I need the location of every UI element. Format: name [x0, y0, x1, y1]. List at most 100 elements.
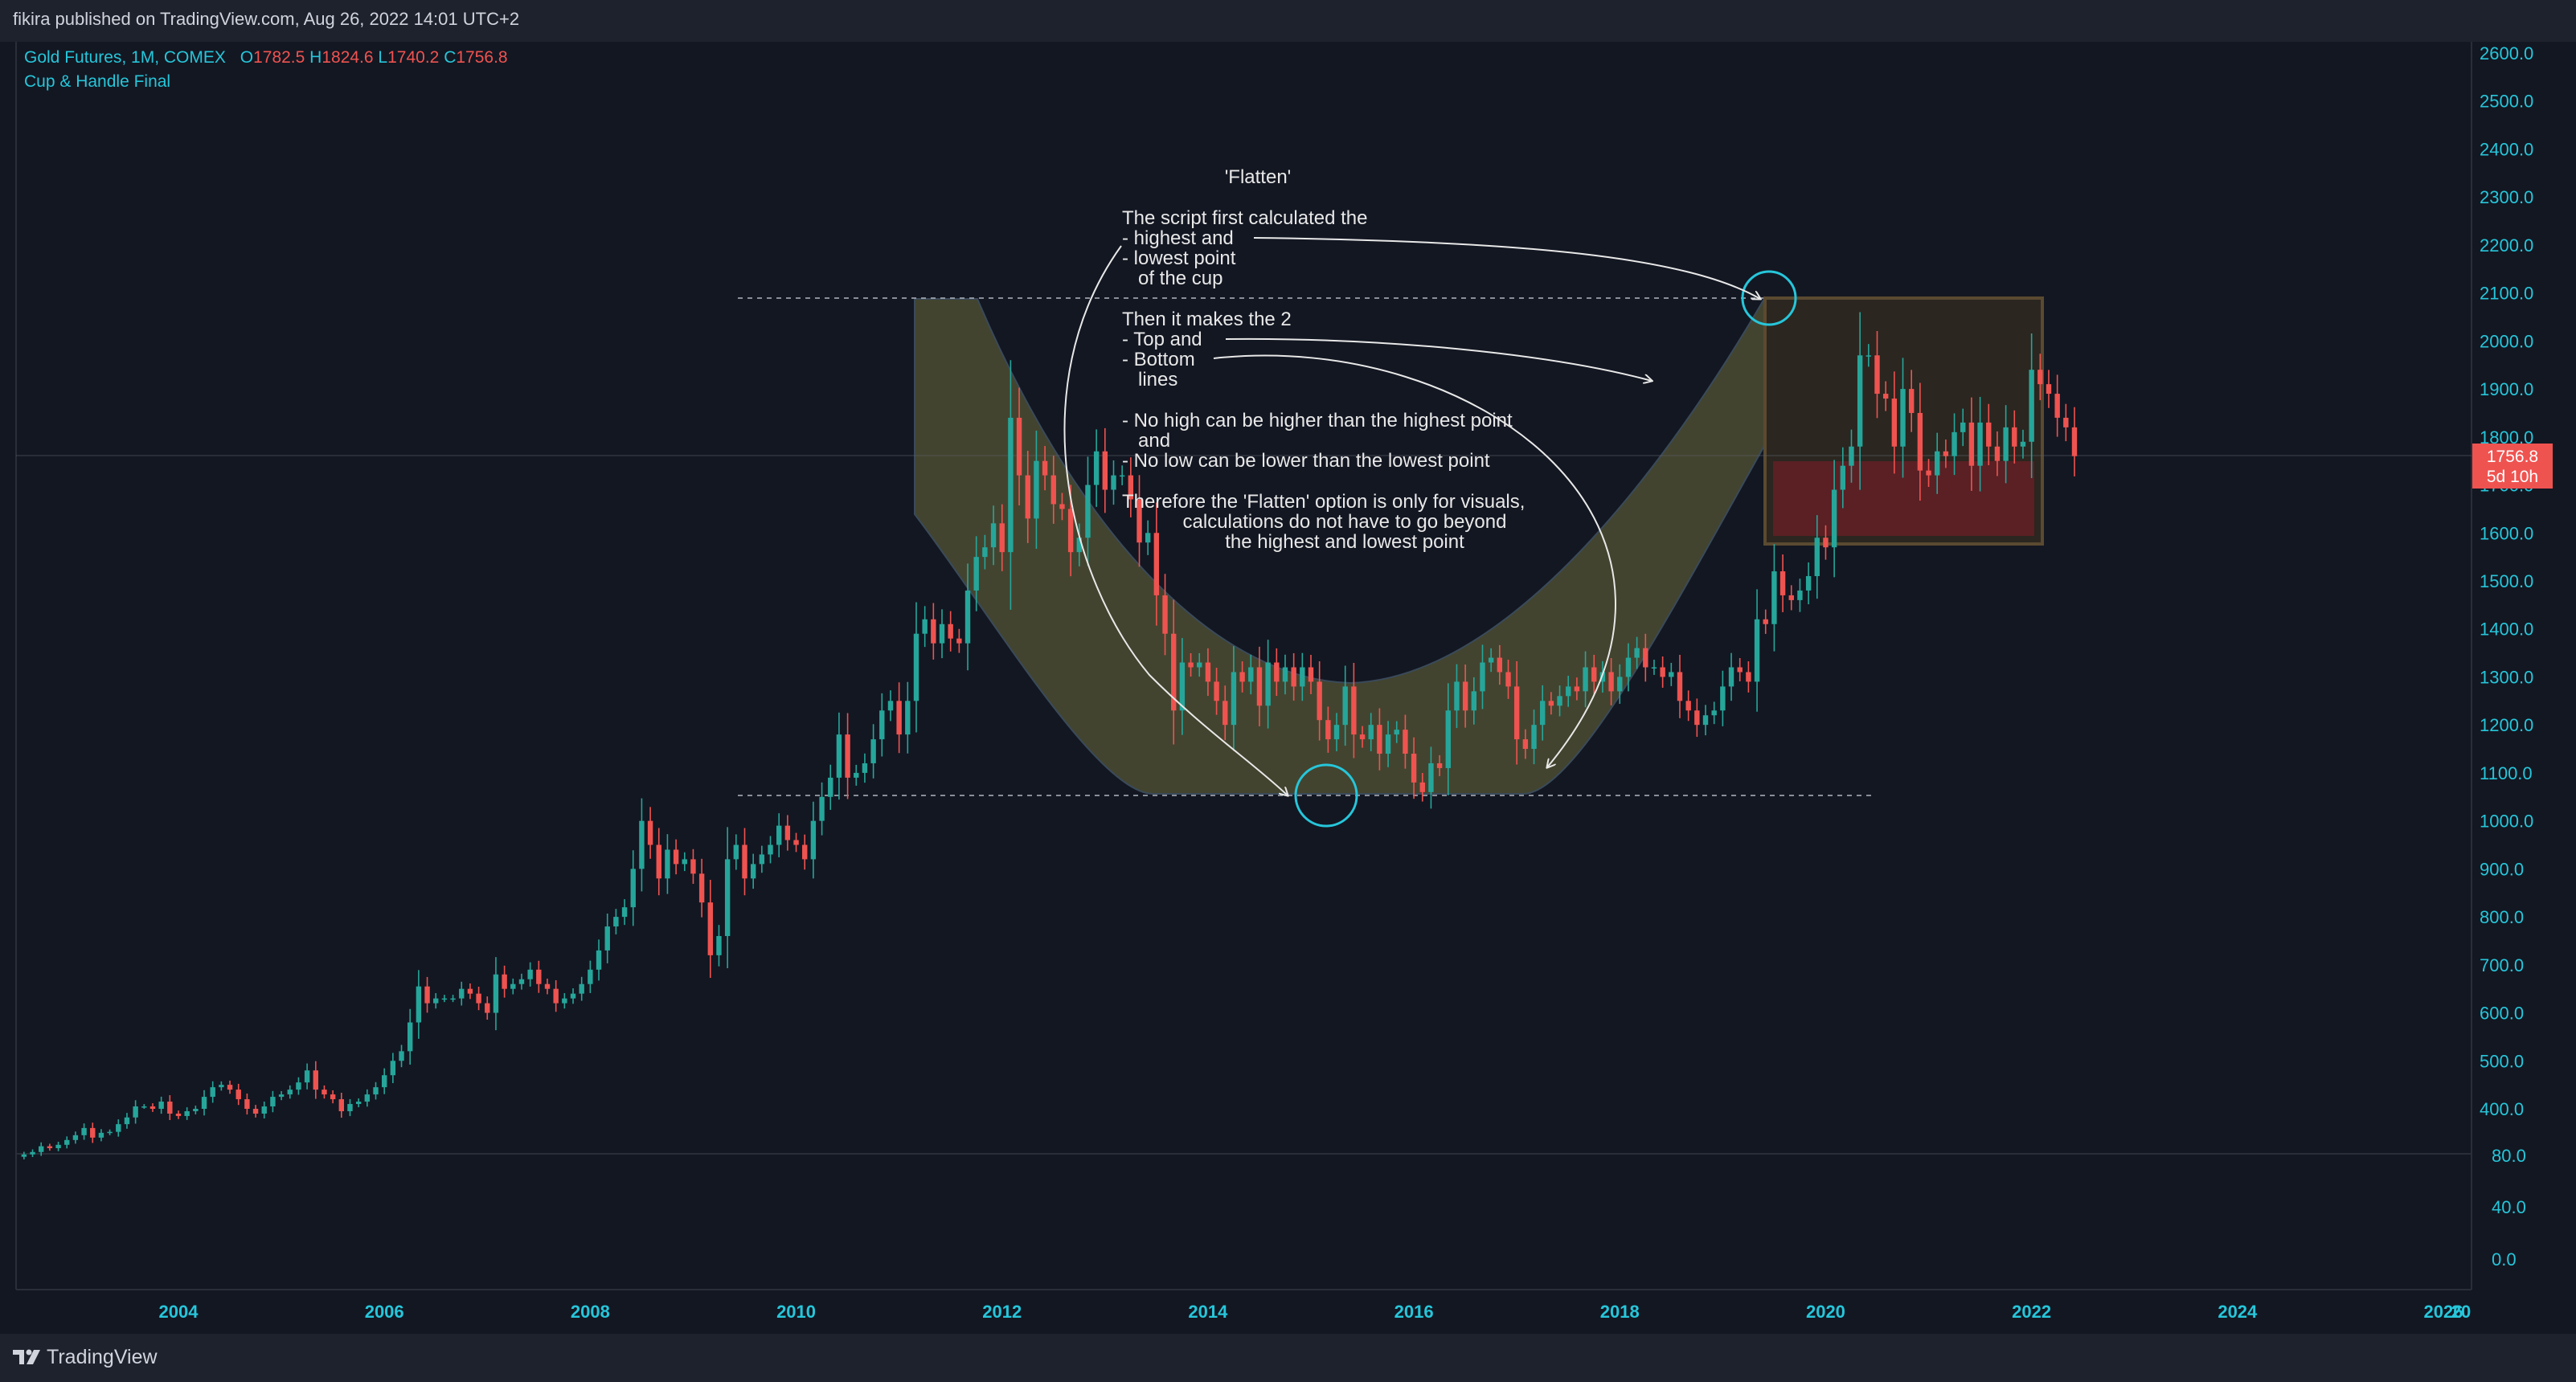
price-tick-label: 2500.0 — [2480, 92, 2533, 112]
candle-body — [485, 1003, 490, 1013]
candle-body — [355, 1102, 362, 1105]
candle-body — [1557, 696, 1562, 706]
candle-body — [750, 864, 756, 879]
candle-body — [21, 1154, 27, 1157]
price-tick-label: 2100.0 — [2480, 284, 2533, 304]
candle-body — [296, 1082, 301, 1090]
candle-body — [2054, 394, 2060, 418]
tradingview-logo-icon — [13, 1349, 40, 1364]
candle-body — [55, 1144, 61, 1148]
candle-body — [1076, 538, 1082, 553]
candle-body — [905, 701, 911, 735]
arrow-highest — [1253, 237, 1760, 299]
candle-body — [922, 619, 928, 634]
candle-body — [1831, 489, 1837, 548]
candle-body — [1694, 710, 1700, 726]
candle-body — [1505, 672, 1511, 687]
candle-body — [1754, 619, 1760, 682]
candle-body — [887, 701, 894, 711]
candle-body — [2020, 441, 2026, 447]
candle-body — [1814, 538, 1820, 577]
candle-body — [1480, 662, 1485, 692]
candle-body — [1702, 715, 1709, 726]
candle-body — [1256, 667, 1263, 706]
price-tick-label: 2600.0 — [2480, 43, 2533, 63]
note-line-14: the highest and lowest point — [1225, 531, 1464, 553]
candle-body — [133, 1106, 138, 1118]
candle-body — [381, 1075, 387, 1088]
time-axis[interactable]: 2004 2006 2008 2010 2012 2014 2016 2018 2020 2022… — [159, 1302, 2472, 1322]
candle-body — [1591, 667, 1597, 682]
candle-body — [270, 1097, 276, 1107]
candle-body — [870, 739, 876, 763]
candle-body — [502, 974, 507, 989]
candle-body — [1849, 446, 1854, 466]
candle-body — [81, 1127, 87, 1135]
candle-body — [768, 844, 773, 855]
candle-body — [1471, 691, 1477, 711]
candle-body — [1960, 422, 1966, 432]
price-tick-label: 800.0 — [2480, 907, 2524, 927]
candle-body — [1308, 667, 1314, 682]
symbol-name[interactable]: Gold Futures, 1M, COMEX — [24, 48, 226, 67]
time-tick-label: 2006 — [365, 1302, 404, 1322]
price-tick-label: 1900.0 — [2480, 379, 2533, 399]
highest-point-circle — [1741, 270, 1797, 326]
candle-body — [1085, 485, 1091, 538]
note-line-3: - lowest point — [1122, 247, 1236, 269]
candle-body — [1274, 662, 1280, 682]
footer-bar: TradingView — [0, 1334, 2576, 1382]
candle-body — [854, 772, 859, 778]
candle-body — [1574, 686, 1580, 692]
candle-body — [1943, 451, 1949, 456]
candle-body — [1823, 538, 1829, 548]
candle-body — [47, 1146, 53, 1148]
candle-body — [588, 969, 593, 984]
candle-body — [210, 1087, 215, 1098]
price-tick-label: 1500.0 — [2480, 571, 2533, 591]
candle-body — [1111, 475, 1116, 490]
time-tick-label: 2016 — [1394, 1302, 1434, 1322]
candle-body — [1093, 451, 1100, 485]
candle-body — [1368, 725, 1374, 740]
candle-body — [956, 638, 962, 644]
candle-body — [90, 1127, 96, 1138]
candle-body — [1317, 681, 1322, 721]
candle-body — [476, 993, 481, 1004]
indicator-name[interactable]: Cup & Handle Final — [24, 72, 171, 91]
candle-body — [802, 844, 808, 860]
candle-body — [321, 1090, 327, 1095]
candle-body — [1917, 412, 1923, 471]
candle-body — [913, 633, 919, 701]
candle-body — [793, 840, 799, 845]
price-tick-label: 600.0 — [2480, 1004, 2524, 1024]
time-tick-label: 2018 — [1600, 1302, 1640, 1322]
note-line-7: - Bottom — [1122, 349, 1195, 370]
price-tick-label: 2400.0 — [2480, 139, 2533, 159]
candle-body — [1171, 633, 1177, 711]
time-tick-label: 2014 — [1188, 1302, 1228, 1322]
price-axis[interactable]: 2600.0 2500.0 2400.0 2300.0 2200.0 2100.0 2000… — [2480, 43, 2533, 1119]
note-line-5: Then it makes the 2 — [1122, 309, 1292, 330]
lower-pane-axis[interactable]: 80.0 40.0 0.0 — [2492, 1146, 2526, 1270]
candle-body — [682, 859, 687, 865]
candle-body — [931, 619, 936, 644]
candle-body — [1042, 460, 1048, 476]
close-label: C — [444, 48, 457, 67]
candle-body — [407, 1022, 413, 1052]
candle-body — [1926, 470, 1931, 476]
candle-body — [1788, 595, 1794, 600]
candle-body — [510, 983, 516, 989]
arrow-top-line — [1225, 337, 1652, 381]
open-label: O — [240, 48, 254, 67]
candle-body — [1025, 475, 1030, 519]
publish-header: fikira published on TradingView.com, Aug… — [0, 0, 2576, 42]
candle-body — [1411, 754, 1417, 783]
candle-body — [1222, 701, 1228, 726]
candle-body — [1625, 657, 1632, 677]
price-tick-label: 500.0 — [2480, 1051, 2524, 1071]
symbol-legend[interactable]: Gold Futures, 1M, COMEX O1782.5 H1824.6 … — [24, 48, 508, 92]
time-tick-label: 2010 — [776, 1302, 816, 1322]
candle-body — [553, 988, 559, 1004]
